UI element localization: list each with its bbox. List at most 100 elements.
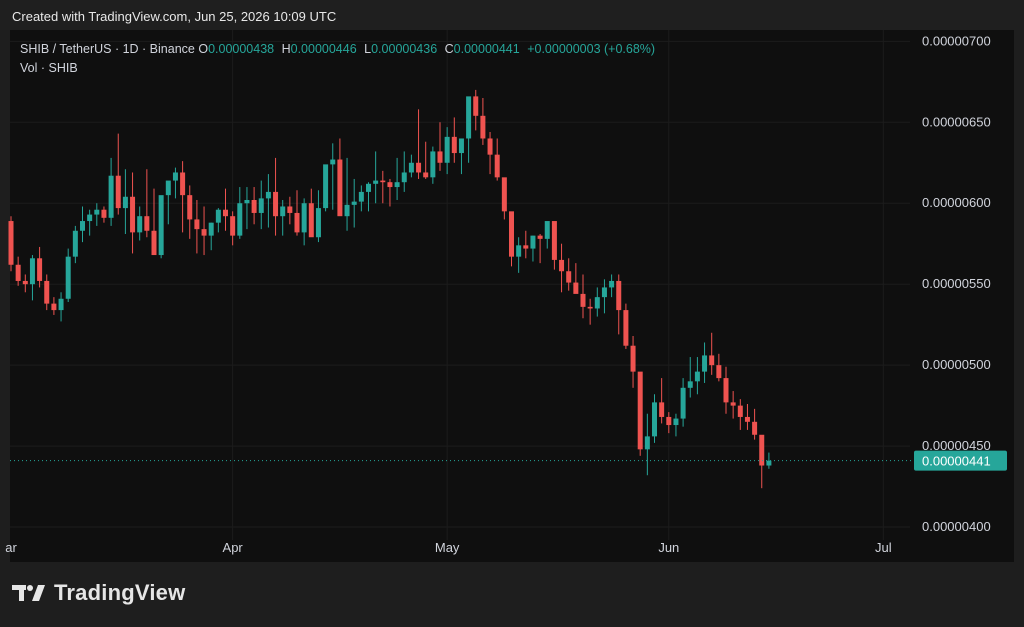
candle: [130, 172, 136, 254]
candle: [330, 143, 336, 210]
candle-body: [258, 198, 264, 213]
candle: [609, 274, 615, 298]
candle: [623, 303, 629, 349]
candle: [8, 216, 14, 272]
candle-body: [444, 136, 450, 163]
candle: [487, 132, 493, 175]
legend-volume[interactable]: Vol · SHIB: [20, 61, 78, 75]
candle: [80, 206, 85, 243]
candle: [373, 151, 379, 204]
legend-open-value: 0.00000438: [208, 42, 275, 56]
candle: [187, 185, 193, 239]
candle-body: [280, 206, 286, 217]
tradingview-wordmark: TradingView: [54, 580, 186, 605]
candle-body: [358, 191, 364, 202]
attribution-bar: Created with TradingView.com, Jun 25, 20…: [0, 0, 1024, 30]
legend-open-label: O: [198, 42, 209, 56]
chart-panel[interactable]: [10, 30, 1014, 562]
candle: [559, 243, 565, 293]
candle-body: [659, 402, 665, 417]
y-tick-label: 0.00000700: [922, 33, 991, 48]
candle-body: [537, 235, 543, 239]
candle: [65, 248, 71, 302]
candle-body: [65, 256, 71, 299]
candle: [494, 138, 500, 181]
candle-body: [158, 195, 164, 256]
legend-symbol[interactable]: SHIB / TetherUS · 1D · Binance: [20, 42, 195, 56]
candle-body: [702, 355, 708, 372]
price-axis[interactable]: 0.00000400 0.00000450 0.00000500 0.00000550…: [922, 33, 991, 534]
legend-volume-row: Vol · SHIB: [20, 59, 655, 78]
candle-body: [230, 216, 236, 236]
candle: [666, 412, 672, 434]
candle-body: [716, 365, 722, 379]
candle: [137, 206, 143, 241]
candle: [237, 187, 243, 239]
candle: [716, 353, 722, 382]
candle-body: [759, 434, 765, 466]
x-tick-label: May: [435, 540, 460, 555]
candle: [94, 203, 100, 226]
candle: [673, 413, 679, 437]
candle-body: [530, 235, 536, 249]
candle-body: [480, 115, 486, 139]
candle: [566, 258, 572, 291]
candle: [344, 157, 350, 231]
candle: [723, 366, 729, 414]
candle-body: [687, 381, 693, 388]
chart-legend: SHIB / TetherUS · 1D · Binance O0.000004…: [20, 40, 655, 78]
candle-body: [323, 164, 329, 209]
candle-body: [366, 183, 371, 192]
y-tick-label: 0.00000600: [922, 195, 991, 210]
candle: [694, 357, 700, 395]
candle: [687, 357, 693, 398]
candle-body: [130, 196, 136, 233]
candle-body: [458, 138, 464, 154]
y-tick-label: 0.00000650: [922, 114, 991, 129]
candle: [194, 200, 200, 254]
candle-body: [380, 180, 386, 183]
candle: [544, 221, 550, 249]
candle: [323, 164, 329, 212]
candle-body: [566, 271, 572, 283]
candle-body: [401, 172, 407, 183]
candle: [44, 274, 50, 311]
legend-close-label: C: [444, 42, 454, 56]
candle: [437, 122, 443, 171]
candles: [8, 89, 772, 489]
candle: [416, 109, 422, 179]
candle: [702, 342, 708, 383]
candle-body: [644, 436, 650, 450]
candle-body: [80, 221, 85, 231]
candle: [51, 297, 57, 315]
candle: [29, 255, 35, 301]
candle-body: [416, 162, 422, 173]
candle: [530, 235, 536, 262]
candle-body: [273, 191, 279, 217]
candle-body: [287, 206, 293, 213]
candle: [58, 292, 64, 322]
candle-body: [315, 208, 321, 238]
candle: [22, 274, 28, 293]
time-axis[interactable]: ar Apr May Jun Jul: [5, 540, 891, 555]
candle-body: [265, 191, 271, 199]
candle-body: [573, 282, 579, 294]
candle-body: [180, 172, 186, 196]
candle-body: [709, 355, 715, 366]
candle: [387, 178, 393, 207]
candle: [730, 391, 736, 419]
candle-body: [244, 200, 250, 204]
candle-body: [666, 416, 672, 426]
candle: [709, 332, 715, 375]
candle: [308, 188, 314, 238]
candle-body: [752, 421, 758, 435]
candle: [144, 169, 150, 238]
legend-low-label: L: [364, 42, 372, 56]
candle: [244, 187, 250, 230]
candle-body: [544, 221, 550, 239]
candle-body: [165, 180, 171, 196]
candle-body: [15, 264, 21, 281]
y-tick-label: 0.00000450: [922, 438, 991, 453]
candle: [401, 151, 407, 192]
